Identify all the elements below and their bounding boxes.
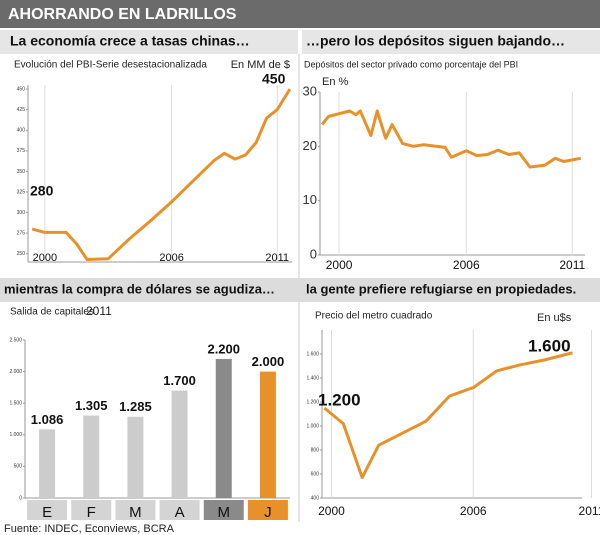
chart-title: La economía crece a tasas chinas… xyxy=(10,33,250,49)
chart-title: …pero los depósitos siguen bajando… xyxy=(306,33,565,49)
chart-subtitle: Precio del metro cuadrado xyxy=(315,311,433,322)
value-label: 2.200 xyxy=(207,341,240,356)
x-tick-label: A xyxy=(175,504,185,521)
y-tick-label: 2.500 xyxy=(9,337,22,343)
y-tick-label: 450 xyxy=(17,86,26,92)
y-tick-label: 275 xyxy=(17,231,26,237)
y-tick-label: 600 xyxy=(311,471,320,477)
x-tick-label: 2000 xyxy=(326,258,353,272)
y-tick-label: 325 xyxy=(17,189,26,195)
y-tick-label: 400 xyxy=(17,128,26,134)
y-tick-label: 300 xyxy=(17,210,26,216)
chart-title: la gente prefiere refugiarse en propieda… xyxy=(306,281,576,296)
unit-label: En u$s xyxy=(537,312,572,324)
line xyxy=(323,351,573,480)
footer: Fuente: INDEC, Econviews, BCRA xyxy=(4,523,175,535)
title-band xyxy=(302,30,600,54)
category-box xyxy=(203,500,244,520)
line xyxy=(320,109,582,169)
x-tick-label: 2006 xyxy=(453,258,480,272)
category-box xyxy=(159,500,200,520)
y-tick-label: 1.400 xyxy=(306,375,319,381)
bar xyxy=(259,371,276,498)
y-tick-label: 1.500 xyxy=(9,401,22,407)
annotation: 1.200 xyxy=(318,390,361,409)
x-tick-label: M xyxy=(129,504,142,521)
x-tick-label: 2011 xyxy=(579,504,600,518)
annotation: 280 xyxy=(30,183,54,199)
bar xyxy=(127,416,144,498)
x-tick-label: 2006 xyxy=(460,504,487,518)
y-tick-label: 1.000 xyxy=(306,423,319,429)
y-tick-label: 400 xyxy=(311,495,320,501)
value-label: 1.305 xyxy=(75,398,108,413)
annotation: 450 xyxy=(262,71,286,87)
y-tick-label: 500 xyxy=(14,464,23,470)
unit-label: En % xyxy=(322,76,349,88)
y-tick-label: 800 xyxy=(311,447,320,453)
category-box xyxy=(71,500,112,520)
x-tick-label: 2000 xyxy=(33,252,57,264)
x-tick-label: M xyxy=(218,504,231,521)
bar xyxy=(215,358,232,498)
y-tick-label: 1.000 xyxy=(9,432,22,438)
category-box xyxy=(27,500,68,520)
x-tick-label: F xyxy=(87,504,96,521)
chart-subtitle: Depósitos del sector privado como porcen… xyxy=(304,59,518,69)
category-box xyxy=(115,500,156,520)
unit-label: 2011 xyxy=(86,304,112,318)
y-tick-label: 0 xyxy=(19,495,22,501)
value-label: 1.285 xyxy=(119,399,152,414)
y-tick-label: 2.000 xyxy=(9,369,22,375)
category-box xyxy=(247,500,288,520)
x-tick-label: J xyxy=(264,504,272,521)
y-tick-label: 30 xyxy=(303,83,317,98)
y-tick-label: 350 xyxy=(17,169,26,175)
x-tick-label: 2011 xyxy=(559,258,585,272)
x-tick-label: E xyxy=(42,504,52,521)
y-tick-label: 1.200 xyxy=(306,399,319,405)
y-tick-label: 0 xyxy=(310,246,317,261)
chart-title: mientras la compra de dólares se agudiza… xyxy=(4,281,275,296)
y-tick-label: 1.600 xyxy=(306,351,319,357)
header-band xyxy=(0,0,600,28)
title-band xyxy=(0,278,600,302)
x-tick-label: 2011 xyxy=(265,252,289,264)
bar xyxy=(39,429,56,498)
y-tick-label: 250 xyxy=(17,251,26,257)
y-tick-label: 425 xyxy=(17,107,26,113)
value-label: 2.000 xyxy=(252,354,285,369)
x-tick-label: 2000 xyxy=(318,504,345,518)
y-tick-label: 375 xyxy=(17,148,26,154)
y-tick-label: 20 xyxy=(303,138,317,153)
x-tick-label: 2006 xyxy=(159,252,183,264)
value-label: 1.086 xyxy=(31,412,64,427)
y-tick-label: 10 xyxy=(303,192,317,207)
unit-label: En MM de $ xyxy=(231,59,290,71)
line xyxy=(31,88,292,261)
bar xyxy=(171,390,188,498)
bar xyxy=(83,415,100,498)
chart-subtitle: Salida de capitales xyxy=(10,307,94,318)
title-band xyxy=(0,30,298,54)
annotation: 1.600 xyxy=(528,336,571,355)
header-title: AHORRANDO EN LADRILLOS xyxy=(8,6,237,23)
value-label: 1.700 xyxy=(163,373,196,388)
chart-subtitle: Evolución del PBI-Serie desestacionaliza… xyxy=(14,60,207,71)
